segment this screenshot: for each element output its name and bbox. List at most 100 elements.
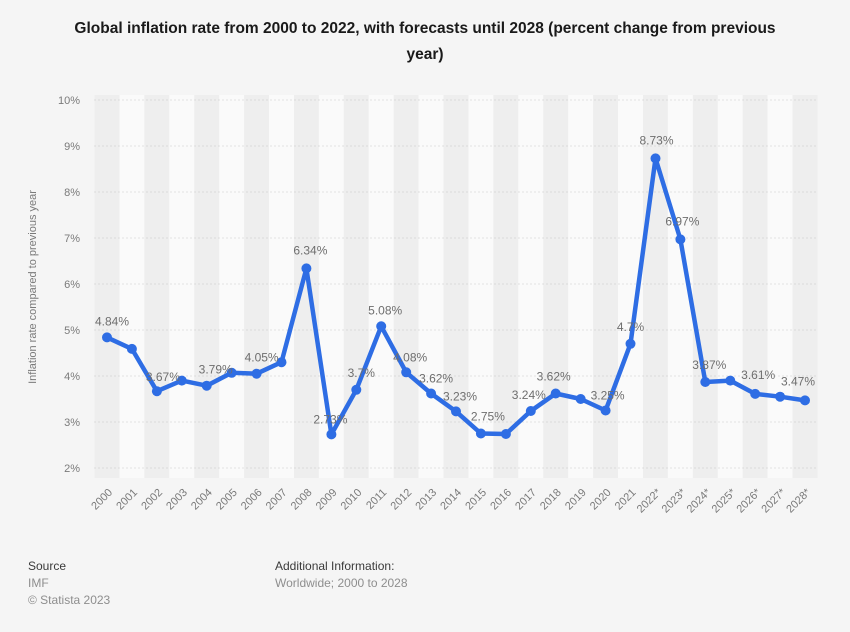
plot-stripe <box>269 95 294 478</box>
data-point-2006 <box>251 368 262 379</box>
plot-stripe <box>244 95 270 478</box>
x-tick-label: 2010 <box>339 487 365 513</box>
plot-stripe <box>94 95 120 478</box>
x-tick-label: 2019 <box>563 487 589 513</box>
y-tick-label: 2% <box>64 463 80 475</box>
x-tick-label: 2021 <box>613 487 639 513</box>
x-tick-label: 2022* <box>635 486 664 515</box>
x-tick-label: 2003 <box>164 487 190 513</box>
y-tick-label: 7% <box>64 233 80 245</box>
y-axis-title: Inflation rate compared to previous year <box>27 190 39 384</box>
plot-stripe <box>343 95 369 478</box>
data-point-2021 <box>625 338 636 349</box>
data-point-2028 <box>800 395 810 406</box>
plot-stripe <box>742 95 768 478</box>
data-point-2016 <box>500 429 511 439</box>
x-tick-label: 2011 <box>364 487 389 512</box>
point-label: 3.25% <box>591 389 625 403</box>
data-point-2027 <box>775 391 786 402</box>
x-tick-label: 2018 <box>538 487 564 513</box>
copyright-notice: © Statista 2023 <box>28 593 111 607</box>
x-tick-label: 2016 <box>488 487 514 513</box>
point-label: 4.08% <box>393 350 427 364</box>
x-tick-label: 2017 <box>513 487 539 513</box>
plot-stripe <box>418 95 444 478</box>
plot-stripe <box>393 95 419 478</box>
x-tick-label: 2023* <box>660 486 689 515</box>
point-label: 3.61% <box>741 368 775 382</box>
y-tick-label: 10% <box>58 95 80 107</box>
y-tick-label: 9% <box>64 141 80 153</box>
additional-info-label: Additional Information: <box>275 559 395 573</box>
data-point-2023 <box>675 234 686 245</box>
y-tick-label: 8% <box>64 187 80 199</box>
point-label: 2.73% <box>313 412 347 426</box>
plot-stripe <box>119 95 145 478</box>
plot-stripe <box>717 95 743 478</box>
data-point-2015 <box>475 428 486 439</box>
plot-stripe <box>368 95 394 478</box>
x-tick-label: 2000 <box>89 487 115 513</box>
x-tick-label: 2028* <box>784 486 813 515</box>
data-point-2005 <box>226 367 237 378</box>
x-tick-label: 2025* <box>710 486 739 515</box>
y-tick-label: 5% <box>64 325 80 337</box>
x-tick-label: 2004 <box>189 487 215 513</box>
source-block: Source IMF © Statista 2023 <box>28 558 110 609</box>
data-point-2017 <box>525 406 536 416</box>
x-tick-label: 2012 <box>389 487 415 513</box>
point-label: 2.75% <box>471 410 505 424</box>
data-point-2024 <box>700 377 711 387</box>
x-tick-label: 2027* <box>759 486 788 515</box>
point-label: 4.05% <box>245 351 279 365</box>
additional-info-block: Additional Information: Worldwide; 2000 … <box>275 558 408 592</box>
point-label: 4.7% <box>617 320 645 334</box>
point-label: 5.08% <box>368 303 402 317</box>
plot-stripe <box>318 95 344 478</box>
plot-stripe <box>144 95 170 478</box>
data-point-2013 <box>426 388 437 399</box>
data-point-2008 <box>301 263 312 274</box>
chart-title: Global inflation rate from 2000 to 2022,… <box>74 20 776 63</box>
data-point-2002 <box>151 386 162 397</box>
x-tick-label: 2024* <box>685 486 714 515</box>
plot-stripe <box>194 95 220 478</box>
source-label: Source <box>28 559 67 573</box>
plot-stripe <box>692 95 718 478</box>
x-tick-label: 2008 <box>289 487 315 513</box>
data-point-2014 <box>451 406 461 417</box>
x-tick-label: 2013 <box>413 487 439 513</box>
plot-stripe <box>169 95 195 478</box>
plot-stripe <box>493 95 519 478</box>
x-tick-label: 2006 <box>239 487 265 513</box>
data-point-2026 <box>750 388 761 399</box>
data-point-2010 <box>351 384 362 395</box>
data-point-2025 <box>725 375 736 386</box>
point-label: 6.97% <box>665 214 699 228</box>
x-tick-label: 2020 <box>588 487 614 513</box>
point-label: 3.62% <box>419 372 453 386</box>
point-label: 3.24% <box>512 388 546 402</box>
data-point-2004 <box>201 380 212 391</box>
y-tick-label: 4% <box>64 371 80 383</box>
point-label: 3.23% <box>443 389 477 403</box>
data-point-2020 <box>600 405 611 416</box>
x-tick-label: 2015 <box>463 487 489 513</box>
plot-stripe <box>294 95 319 478</box>
plot-stripe <box>568 95 594 478</box>
data-point-2018 <box>550 388 561 399</box>
data-point-2003 <box>176 375 187 386</box>
x-tick-label: 2002 <box>139 487 165 513</box>
point-label: 6.34% <box>293 243 327 257</box>
plot-stripe <box>643 95 668 478</box>
y-tick-label: 6% <box>64 279 80 291</box>
data-point-2007 <box>276 357 287 368</box>
plot-stripe <box>468 95 494 478</box>
data-point-2011 <box>376 321 387 332</box>
plot-stripe <box>219 95 245 478</box>
data-point-2019 <box>575 394 586 404</box>
data-point-2012 <box>401 367 412 378</box>
plot-stripe <box>792 95 818 478</box>
